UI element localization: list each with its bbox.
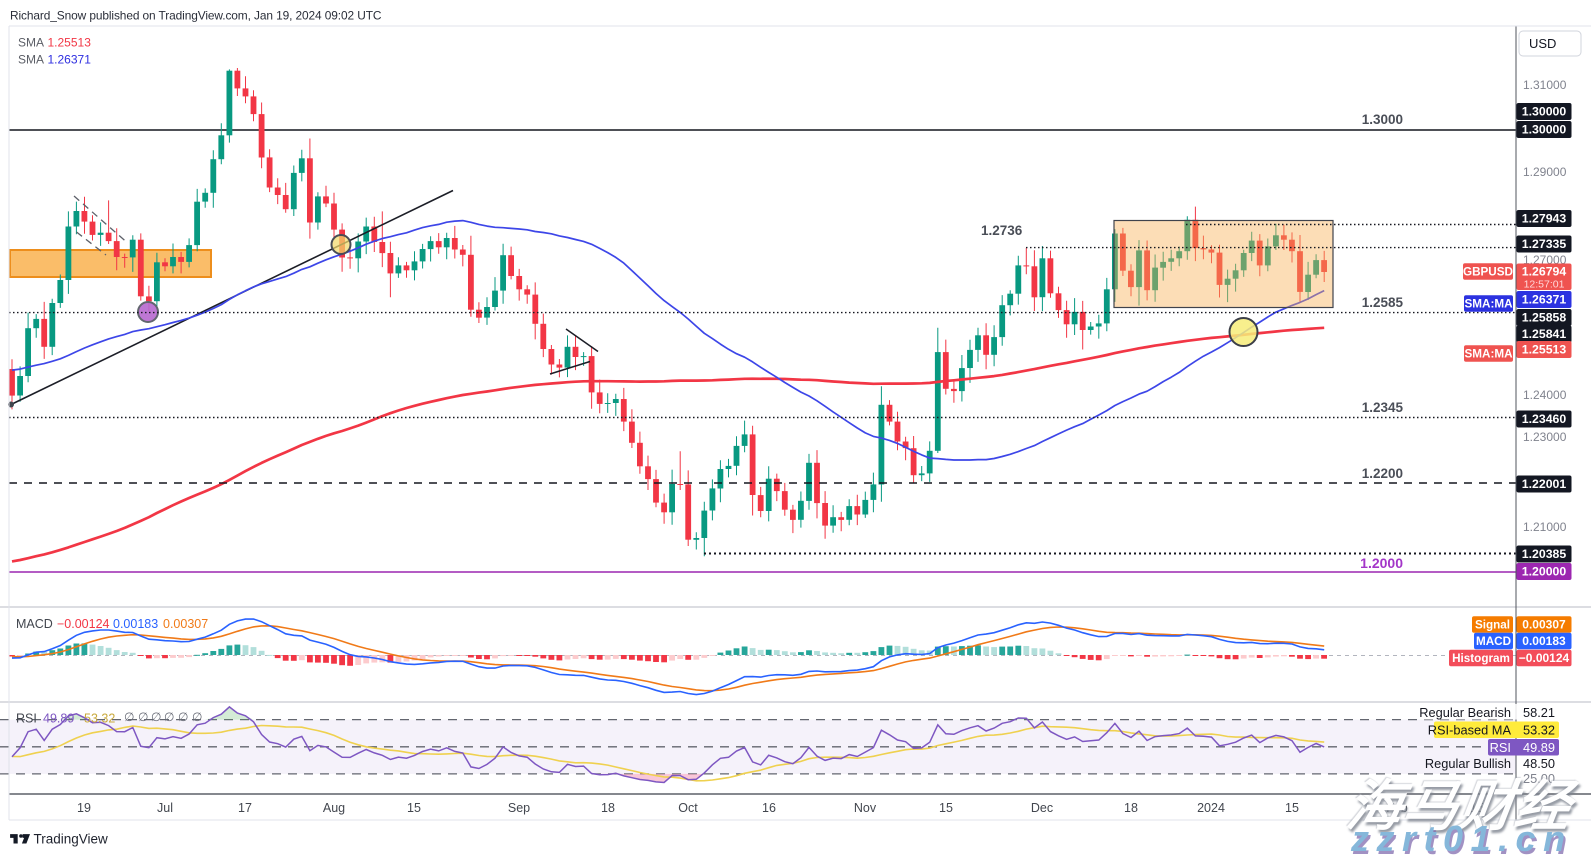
svg-text:1.31000: 1.31000 bbox=[1523, 78, 1567, 92]
svg-text:Signal: Signal bbox=[1475, 619, 1510, 632]
svg-text:∅: ∅ bbox=[178, 710, 188, 724]
svg-text:1.29000: 1.29000 bbox=[1523, 165, 1567, 179]
svg-text:15: 15 bbox=[1470, 801, 1484, 815]
svg-text:1.26371: 1.26371 bbox=[1522, 293, 1567, 307]
svg-text:Regular Bullish: Regular Bullish bbox=[1425, 756, 1511, 771]
svg-text:Richard_Snow published on Trad: Richard_Snow published on TradingView.co… bbox=[10, 9, 382, 23]
svg-text:Histogram: Histogram bbox=[1452, 652, 1510, 665]
svg-text:58.21: 58.21 bbox=[1523, 705, 1555, 720]
svg-text:−0.00124: −0.00124 bbox=[1519, 651, 1570, 665]
svg-text:RSI-based MA: RSI-based MA bbox=[1428, 723, 1512, 738]
svg-text:2024: 2024 bbox=[1197, 801, 1225, 815]
svg-text:0.00183: 0.00183 bbox=[1522, 634, 1566, 648]
svg-text:Oct: Oct bbox=[678, 801, 698, 815]
svg-text:∅: ∅ bbox=[138, 710, 148, 724]
svg-text:∅: ∅ bbox=[164, 710, 174, 724]
svg-text:1.26371: 1.26371 bbox=[48, 53, 92, 67]
svg-text:1.22001: 1.22001 bbox=[1522, 477, 1567, 491]
svg-text:0.00307: 0.00307 bbox=[163, 617, 208, 631]
svg-text:1.30000: 1.30000 bbox=[1522, 123, 1567, 137]
svg-text:1.26794: 1.26794 bbox=[1522, 265, 1567, 279]
svg-text:Aug: Aug bbox=[323, 801, 345, 815]
svg-text:SMA:MA: SMA:MA bbox=[1464, 348, 1513, 361]
svg-text:1.2585: 1.2585 bbox=[1362, 295, 1404, 310]
svg-text:19: 19 bbox=[77, 801, 91, 815]
svg-text:12:57:01: 12:57:01 bbox=[1524, 279, 1565, 291]
svg-text:Dec: Dec bbox=[1031, 801, 1053, 815]
svg-text:25.00: 25.00 bbox=[1523, 771, 1555, 786]
svg-text:15: 15 bbox=[1285, 801, 1299, 815]
svg-text:1.25513: 1.25513 bbox=[1522, 343, 1567, 357]
svg-text:16: 16 bbox=[762, 801, 776, 815]
svg-text:RSI: RSI bbox=[16, 712, 37, 726]
svg-text:0.00183: 0.00183 bbox=[113, 617, 158, 631]
svg-text:MACD: MACD bbox=[16, 617, 53, 631]
svg-text:Regular Bearish: Regular Bearish bbox=[1419, 705, 1511, 720]
svg-text:MACD: MACD bbox=[1476, 635, 1511, 648]
svg-text:1.20385: 1.20385 bbox=[1522, 547, 1567, 561]
svg-text:Nov: Nov bbox=[854, 801, 877, 815]
svg-text:17: 17 bbox=[238, 801, 252, 815]
svg-text:1.27943: 1.27943 bbox=[1522, 212, 1567, 226]
svg-text:TradingView: TradingView bbox=[34, 832, 109, 847]
svg-text:1.2736: 1.2736 bbox=[981, 223, 1023, 238]
svg-text:1.2200: 1.2200 bbox=[1362, 466, 1403, 481]
svg-text:Sep: Sep bbox=[508, 801, 530, 815]
svg-text:1.24000: 1.24000 bbox=[1523, 388, 1567, 402]
svg-text:1.30000: 1.30000 bbox=[1522, 105, 1567, 119]
svg-text:1.25513: 1.25513 bbox=[48, 36, 92, 50]
svg-text:48.50: 48.50 bbox=[1523, 756, 1555, 771]
svg-text:RSI: RSI bbox=[1490, 740, 1511, 755]
svg-text:1.27335: 1.27335 bbox=[1522, 237, 1567, 251]
svg-text:SMA: SMA bbox=[18, 53, 44, 67]
svg-text:1.23000: 1.23000 bbox=[1523, 430, 1567, 444]
svg-text:Jul: Jul bbox=[157, 801, 173, 815]
svg-text:18: 18 bbox=[1124, 801, 1138, 815]
svg-text:1.2000: 1.2000 bbox=[1360, 555, 1403, 571]
svg-text:0.00307: 0.00307 bbox=[1522, 618, 1566, 632]
svg-text:18: 18 bbox=[601, 801, 615, 815]
svg-text:SMA: SMA bbox=[18, 36, 44, 50]
svg-text:USD: USD bbox=[1529, 36, 1556, 51]
svg-text:1.3000: 1.3000 bbox=[1362, 112, 1403, 127]
svg-text:1.21000: 1.21000 bbox=[1523, 520, 1567, 534]
svg-text:∅: ∅ bbox=[192, 710, 202, 724]
svg-text:−0.00124: −0.00124 bbox=[57, 617, 110, 631]
svg-text:1.20000: 1.20000 bbox=[1522, 565, 1567, 579]
svg-text:53.32: 53.32 bbox=[1523, 723, 1555, 738]
svg-text:GBPUSD: GBPUSD bbox=[1463, 266, 1513, 279]
svg-text:1.23460: 1.23460 bbox=[1522, 412, 1567, 426]
svg-text:1.25858: 1.25858 bbox=[1522, 311, 1567, 325]
svg-text:49.89: 49.89 bbox=[1523, 740, 1555, 755]
svg-text:1.25841: 1.25841 bbox=[1522, 327, 1567, 341]
svg-text:15: 15 bbox=[407, 801, 421, 815]
svg-text:∅: ∅ bbox=[151, 710, 161, 724]
svg-text:SMA:MA: SMA:MA bbox=[1464, 298, 1513, 311]
svg-text:49.89: 49.89 bbox=[43, 712, 74, 726]
svg-text:53.32: 53.32 bbox=[84, 712, 115, 726]
svg-text:∅: ∅ bbox=[124, 710, 134, 724]
svg-text:15: 15 bbox=[939, 801, 953, 815]
svg-text:1.2345: 1.2345 bbox=[1362, 400, 1404, 415]
svg-text:Feb: Feb bbox=[1386, 801, 1408, 815]
